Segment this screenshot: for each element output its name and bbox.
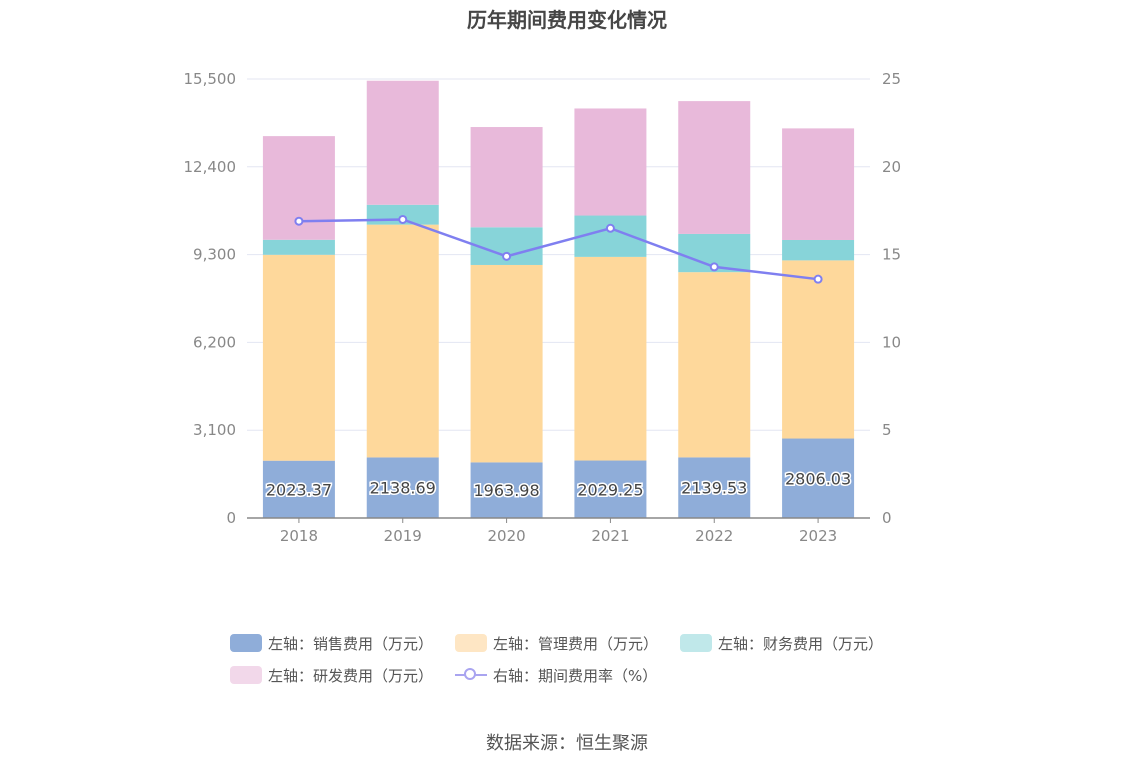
legend-item-finance[interactable]: 左轴：财务费用（万元）	[680, 632, 883, 654]
data-label: 2806.03	[785, 469, 851, 488]
bar-segment	[470, 127, 543, 228]
y-right-tick-label: 10	[882, 333, 901, 351]
data-label: 1963.98	[473, 481, 539, 500]
y-left-tick-label: 3,100	[193, 421, 236, 439]
rate-point	[709, 262, 719, 272]
legend-label-rate: 右轴：期间费用率（%）	[493, 666, 658, 685]
rate-point	[398, 214, 408, 224]
data-source: 数据来源：恒生聚源	[486, 733, 648, 754]
legend-label-rnd: 左轴：研发费用（万元）	[268, 666, 434, 685]
legend-swatch-finance	[680, 634, 713, 652]
y-right-tick-label: 5	[882, 421, 892, 439]
legend-item-sales[interactable]: 左轴：销售费用（万元）	[230, 632, 433, 654]
bar-segment	[574, 108, 647, 216]
y-left-tick-label: 15,500	[184, 70, 237, 88]
y-right-tick-label: 0	[882, 509, 892, 527]
x-tick-label: 2022	[695, 527, 733, 545]
bar-segment	[574, 256, 647, 461]
rate-point	[813, 274, 823, 284]
legend-label-finance: 左轴：财务费用（万元）	[718, 634, 884, 653]
y-right-tick-label: 15	[882, 246, 901, 264]
x-tick-label: 2020	[487, 527, 525, 545]
bar-segment	[782, 438, 855, 518]
bar-segment	[470, 264, 543, 463]
bar-segment	[470, 462, 543, 518]
x-tick-label: 2018	[280, 527, 318, 545]
y-left-tick-label: 0	[226, 509, 236, 527]
chart-canvas: 0 3,100 6,200 9,300 12,400 15,500 0 5 10 15 20 25 20…	[184, 70, 902, 545]
data-label: 2138.69	[370, 479, 436, 498]
bar-segment	[366, 80, 439, 205]
bar-segment	[678, 457, 751, 518]
bar-segment	[782, 260, 855, 439]
bar-segment	[678, 101, 751, 234]
rate-point	[294, 216, 304, 226]
bar-segment	[262, 254, 335, 461]
rate-point	[502, 251, 512, 261]
y-left-tick-label: 6,200	[193, 333, 236, 351]
chart-legend: 左轴：销售费用（万元） 左轴：管理费用（万元） 左轴：财务费用（万元） 左轴：研…	[230, 632, 930, 696]
bar-segment	[366, 457, 439, 518]
bar-segment	[366, 224, 439, 458]
bar-segment	[262, 460, 335, 518]
legend-label-admin: 左轴：管理费用（万元）	[493, 634, 659, 653]
y-right-tick-label: 20	[882, 158, 901, 176]
legend-item-admin[interactable]: 左轴：管理费用（万元）	[455, 632, 658, 654]
data-label: 2023.37	[266, 480, 332, 499]
y-left-tick-label: 9,300	[193, 246, 236, 264]
legend-swatch-admin	[455, 634, 488, 652]
rate-line	[298, 218, 819, 281]
bar-segment	[574, 460, 647, 518]
y-right-tick-label: 25	[882, 70, 901, 88]
data-label: 2029.25	[577, 480, 643, 499]
x-tick-label: 2023	[799, 527, 837, 545]
legend-label-sales: 左轴：销售费用（万元）	[268, 634, 434, 653]
x-tick-label: 2019	[384, 527, 422, 545]
data-label: 2139.53	[681, 479, 747, 498]
bar-segment	[678, 272, 751, 458]
legend-item-rate[interactable]: 右轴：期间费用率（%）	[455, 664, 657, 686]
bar-segment	[782, 128, 855, 240]
legend-swatch-rnd	[230, 666, 262, 684]
bar-segment	[782, 239, 855, 261]
legend-line-icon	[455, 666, 488, 684]
legend-item-rnd[interactable]: 左轴：研发费用（万元）	[230, 664, 433, 686]
legend-swatch-sales	[230, 634, 262, 652]
chart-title: 历年期间费用变化情况	[467, 8, 667, 32]
y-left-tick-label: 12,400	[184, 158, 237, 176]
x-tick-label: 2021	[591, 527, 629, 545]
bar-segment	[262, 239, 335, 255]
rate-point	[605, 223, 615, 233]
